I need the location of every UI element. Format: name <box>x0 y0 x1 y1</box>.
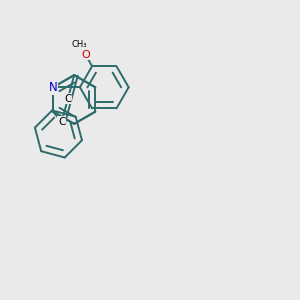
Text: CH₃: CH₃ <box>72 40 87 49</box>
Text: O: O <box>81 50 90 60</box>
Text: C: C <box>64 94 72 103</box>
Text: C: C <box>58 117 65 127</box>
Text: N: N <box>49 81 58 94</box>
